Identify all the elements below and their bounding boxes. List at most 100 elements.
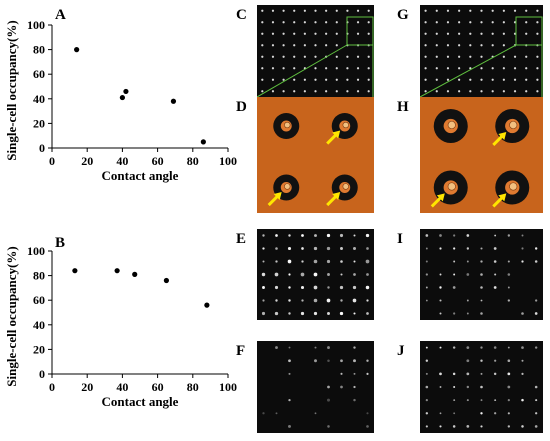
cell bbox=[509, 182, 518, 191]
cell-dot bbox=[491, 67, 494, 70]
cell-dot bbox=[293, 78, 296, 81]
cell-dot bbox=[293, 9, 296, 12]
cell-dot bbox=[262, 412, 265, 415]
cell-dot bbox=[521, 346, 524, 349]
arrowhead bbox=[436, 193, 445, 202]
cell-dot bbox=[458, 90, 461, 93]
cell-dot bbox=[425, 385, 429, 389]
cell-dot bbox=[491, 90, 494, 93]
cell-dot bbox=[435, 21, 438, 24]
cell-dot bbox=[521, 234, 524, 237]
cell-dot bbox=[425, 260, 428, 263]
cell-dot bbox=[314, 55, 317, 58]
cell-dot bbox=[502, 67, 505, 70]
cell bbox=[447, 120, 456, 130]
cell-dot bbox=[521, 425, 524, 428]
cell-dot bbox=[275, 260, 278, 263]
cell-dot bbox=[353, 359, 356, 363]
cell-dot bbox=[439, 372, 442, 376]
micrograph-d bbox=[257, 97, 374, 213]
data-point bbox=[170, 98, 177, 104]
cell-dot bbox=[326, 246, 331, 251]
cell-dot bbox=[425, 299, 428, 302]
cell-dot bbox=[325, 90, 328, 93]
cell-dot bbox=[261, 21, 264, 24]
cell-dot bbox=[453, 273, 456, 276]
cell-dot bbox=[367, 67, 370, 70]
cell-dot bbox=[502, 44, 505, 47]
cell-dot bbox=[303, 78, 306, 81]
arrowhead bbox=[273, 192, 282, 201]
cell-dot bbox=[356, 21, 360, 24]
cell-dot bbox=[352, 246, 357, 251]
cell-dot bbox=[534, 260, 538, 263]
x-tick-label: 20 bbox=[81, 154, 93, 168]
data-point bbox=[72, 268, 78, 274]
x-tick-label: 60 bbox=[152, 380, 164, 394]
cell bbox=[509, 120, 518, 130]
cell-dot bbox=[521, 260, 524, 263]
cell-dot bbox=[439, 286, 442, 289]
cell-dot bbox=[301, 247, 304, 250]
y-tick-label: 0 bbox=[39, 141, 45, 155]
cell-dot bbox=[314, 346, 317, 349]
cell-dot bbox=[327, 398, 330, 402]
cell-dot bbox=[282, 78, 285, 81]
cell-dot bbox=[525, 90, 528, 93]
x-axis-label: Contact angle bbox=[102, 168, 179, 183]
cell-dot bbox=[340, 260, 343, 263]
cell-dot bbox=[282, 21, 285, 24]
cell-dot bbox=[446, 44, 450, 47]
cell-dot bbox=[366, 299, 369, 302]
cell-dot bbox=[335, 21, 338, 24]
cell-dot bbox=[446, 32, 450, 35]
cell-dot bbox=[536, 21, 539, 24]
cell-dot bbox=[261, 90, 264, 93]
arrowhead bbox=[498, 131, 507, 140]
cell-dot bbox=[327, 346, 330, 349]
cell-dot bbox=[353, 234, 356, 237]
zoom-line bbox=[257, 44, 348, 97]
cell-dot bbox=[325, 21, 328, 24]
cell-dot bbox=[335, 90, 338, 93]
cell-dot bbox=[439, 299, 442, 302]
cell-dot bbox=[469, 90, 472, 93]
cell-dot bbox=[466, 260, 469, 263]
panel-label-e: E bbox=[236, 231, 247, 247]
cell-dot bbox=[507, 385, 511, 389]
cell-dot bbox=[314, 234, 317, 237]
y-tick-label: 0 bbox=[39, 367, 45, 381]
cell-dot bbox=[340, 372, 343, 375]
micrograph-c bbox=[257, 5, 374, 97]
data-point bbox=[123, 88, 129, 95]
cell-dot bbox=[513, 90, 517, 93]
cell bbox=[342, 183, 349, 190]
cell-dot bbox=[327, 425, 330, 428]
cell-dot bbox=[466, 372, 470, 376]
cell-dot bbox=[367, 32, 370, 35]
cell-dot bbox=[466, 299, 469, 302]
panel-label-g: G bbox=[397, 7, 409, 23]
data-point bbox=[74, 47, 80, 53]
cell-dot bbox=[271, 21, 275, 24]
cell-dot bbox=[326, 233, 331, 238]
cell-dot bbox=[469, 67, 472, 70]
cell-dot bbox=[502, 21, 505, 24]
cell-dot bbox=[469, 78, 472, 81]
cell-dot bbox=[507, 273, 511, 276]
cell-dot bbox=[356, 9, 360, 12]
cell-dot bbox=[446, 67, 450, 70]
y-tick-label: 20 bbox=[33, 342, 45, 356]
cell-dot bbox=[367, 55, 370, 58]
cell-dot bbox=[424, 44, 427, 47]
cell-dot bbox=[425, 273, 428, 276]
cell-dot bbox=[507, 412, 510, 415]
cell-dot bbox=[313, 272, 318, 277]
cell-dot bbox=[466, 359, 470, 363]
cell-dot bbox=[326, 298, 331, 303]
cell-dot bbox=[534, 247, 538, 250]
x-tick-label: 0 bbox=[49, 380, 55, 394]
cell-dot bbox=[346, 55, 349, 58]
y-tick-label: 40 bbox=[33, 318, 45, 332]
cell-dot bbox=[314, 21, 317, 24]
